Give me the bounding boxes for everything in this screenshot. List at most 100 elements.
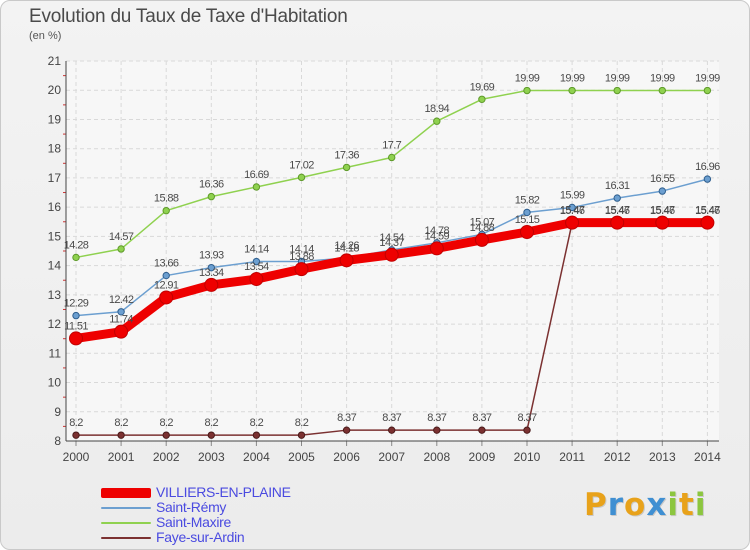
data-label-faye: 8.2 bbox=[205, 417, 219, 429]
data-point-saint-maxire bbox=[342, 163, 351, 172]
brand-logo: Proxiti bbox=[584, 487, 706, 523]
brand-letter: r bbox=[607, 487, 625, 523]
x-tick-label: 2007 bbox=[378, 450, 405, 464]
data-label-faye: 8.37 bbox=[382, 412, 401, 424]
data-point-faye bbox=[252, 431, 261, 439]
data-label-villiers: 15.47 bbox=[695, 205, 720, 217]
data-label-saint-maxire: 18.94 bbox=[425, 103, 450, 115]
y-tick-label: 9 bbox=[54, 405, 61, 419]
legend-label-saint-remy: Saint-Rémy bbox=[156, 499, 227, 515]
data-point-villiers bbox=[610, 215, 625, 230]
y-tick-label: 15 bbox=[48, 229, 62, 243]
y-tick-label: 12 bbox=[48, 317, 62, 331]
x-tick-label: 2002 bbox=[153, 450, 180, 464]
data-point-saint-remy bbox=[613, 194, 621, 202]
data-point-villiers bbox=[294, 262, 309, 277]
data-label-saint-remy: 15.99 bbox=[560, 189, 585, 201]
data-label-faye: 8.2 bbox=[295, 417, 309, 429]
data-label-saint-maxire: 16.69 bbox=[244, 169, 269, 181]
legend-label-faye: Faye-sur-Ardin bbox=[156, 529, 245, 545]
data-label-saint-maxire: 19.99 bbox=[515, 73, 540, 85]
data-point-faye bbox=[433, 426, 441, 434]
data-label-faye: 15.46 bbox=[695, 205, 720, 217]
brand-letter: t bbox=[678, 487, 695, 523]
data-point-saint-remy bbox=[523, 208, 531, 217]
x-tick-label: 2008 bbox=[423, 450, 450, 464]
x-tick-label: 2014 bbox=[694, 450, 721, 464]
data-point-faye bbox=[523, 426, 531, 434]
data-label-saint-remy: 14.78 bbox=[425, 225, 450, 237]
data-label-saint-maxire: 17.36 bbox=[334, 149, 359, 161]
x-tick-label: 2013 bbox=[649, 450, 676, 464]
data-label-faye: 15.46 bbox=[560, 205, 585, 217]
data-label-villiers: 12.91 bbox=[154, 279, 179, 291]
data-point-villiers bbox=[700, 215, 715, 230]
x-tick-label: 2010 bbox=[514, 450, 541, 464]
data-label-faye: 8.37 bbox=[427, 412, 446, 424]
brand-letter: P bbox=[584, 487, 608, 523]
x-tick-label: 2012 bbox=[604, 450, 631, 464]
data-point-saint-maxire bbox=[388, 153, 396, 162]
y-tick-label: 14 bbox=[48, 259, 62, 273]
data-label-faye: 8.37 bbox=[337, 412, 356, 424]
data-point-saint-maxire bbox=[72, 253, 80, 262]
data-label-saint-remy: 16.55 bbox=[650, 173, 675, 185]
y-tick-label: 11 bbox=[49, 346, 62, 360]
data-label-faye: 8.2 bbox=[114, 417, 128, 429]
data-point-villiers bbox=[655, 215, 670, 230]
data-label-villiers: 11.74 bbox=[109, 314, 133, 326]
data-label-saint-remy: 14.14 bbox=[289, 244, 314, 256]
data-label-saint-maxire: 14.28 bbox=[64, 239, 89, 251]
data-point-villiers bbox=[520, 225, 534, 239]
data-label-saint-remy: 12.29 bbox=[64, 298, 89, 310]
data-label-faye: 8.37 bbox=[472, 412, 491, 424]
data-label-villiers: 15.47 bbox=[650, 205, 675, 217]
data-label-faye: 8.2 bbox=[159, 417, 173, 429]
data-point-villiers bbox=[339, 253, 354, 268]
data-label-villiers: 13.88 bbox=[289, 251, 314, 263]
data-label-villiers: 14.88 bbox=[470, 222, 495, 234]
data-point-saint-maxire bbox=[297, 173, 306, 182]
data-point-villiers bbox=[474, 232, 489, 247]
legend-swatch-saint-maxire bbox=[101, 522, 151, 524]
x-tick-label: 2003 bbox=[198, 450, 225, 464]
data-point-saint-remy bbox=[703, 175, 712, 183]
data-point-villiers bbox=[249, 272, 264, 287]
legend-swatch-villiers bbox=[101, 488, 151, 498]
data-label-villiers: 15.47 bbox=[560, 205, 585, 217]
data-label-faye: 8.37 bbox=[517, 412, 536, 424]
brand-letter: x bbox=[646, 487, 668, 523]
data-label-faye: 15.46 bbox=[650, 205, 675, 217]
data-label-villiers: 11.51 bbox=[64, 320, 88, 332]
data-point-saint-remy bbox=[117, 308, 125, 316]
data-label-saint-remy: 13.66 bbox=[154, 258, 179, 270]
data-point-faye bbox=[388, 426, 396, 434]
data-label-villiers: 15.47 bbox=[605, 205, 630, 217]
data-label-villiers: 13.34 bbox=[199, 267, 224, 279]
data-label-faye: 8.2 bbox=[69, 417, 83, 429]
x-tick-label: 2006 bbox=[333, 450, 360, 464]
data-label-saint-maxire: 19.99 bbox=[650, 73, 675, 85]
legend-label-saint-maxire: Saint-Maxire bbox=[156, 514, 231, 530]
data-label-saint-maxire: 19.99 bbox=[605, 73, 630, 85]
y-tick-label: 10 bbox=[48, 376, 62, 390]
data-label-saint-remy: 12.42 bbox=[109, 294, 134, 306]
data-point-villiers bbox=[114, 324, 129, 339]
data-point-villiers bbox=[429, 241, 444, 256]
data-label-saint-maxire: 17.02 bbox=[289, 159, 314, 171]
data-label-saint-remy: 13.93 bbox=[199, 250, 224, 262]
data-label-saint-remy: 14.26 bbox=[334, 240, 359, 252]
y-tick-label: 16 bbox=[48, 200, 62, 214]
data-label-villiers: 14.37 bbox=[379, 237, 404, 249]
data-point-saint-maxire bbox=[658, 86, 666, 95]
data-point-saint-remy bbox=[658, 187, 666, 195]
data-point-saint-maxire bbox=[117, 245, 125, 253]
data-point-faye bbox=[478, 426, 486, 434]
y-tick-label: 13 bbox=[48, 288, 62, 302]
y-tick-label: 8 bbox=[54, 434, 61, 448]
data-point-saint-remy bbox=[72, 311, 80, 320]
data-label-saint-maxire: 15.88 bbox=[154, 193, 179, 205]
data-point-villiers bbox=[565, 215, 580, 230]
x-tick-label: 2004 bbox=[243, 450, 270, 464]
